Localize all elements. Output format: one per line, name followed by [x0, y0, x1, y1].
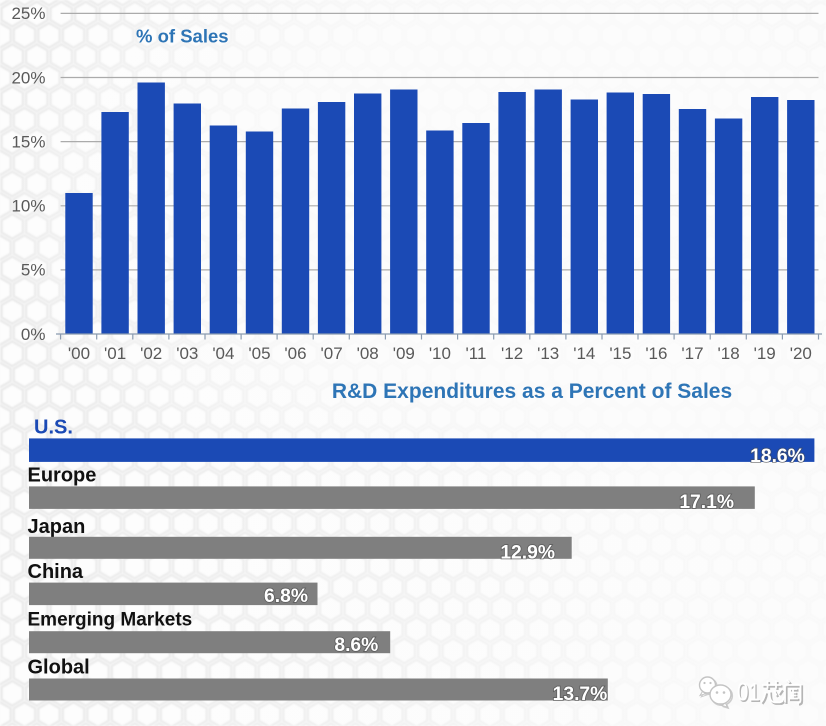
svg-text:U.S.: U.S. [34, 416, 73, 438]
svg-text:18.6%: 18.6% [750, 446, 805, 467]
svg-text:'10: '10 [429, 344, 451, 363]
svg-text:'20: '20 [790, 344, 812, 363]
svg-text:15%: 15% [11, 132, 45, 151]
svg-text:Japan: Japan [28, 516, 86, 538]
svg-text:0%: 0% [21, 325, 46, 344]
svg-text:13.7%: 13.7% [553, 684, 608, 705]
svg-text:'01: '01 [104, 344, 126, 363]
svg-text:8.6%: 8.6% [334, 635, 378, 656]
svg-text:'17: '17 [681, 344, 703, 363]
svg-text:'12: '12 [501, 344, 523, 363]
svg-text:'05: '05 [248, 344, 270, 363]
svg-text:12.9%: 12.9% [500, 543, 555, 564]
svg-text:Global: Global [28, 657, 90, 679]
svg-text:Emerging Markets: Emerging Markets [28, 610, 193, 631]
svg-text:5%: 5% [21, 261, 46, 280]
svg-text:01: 01 [738, 679, 761, 707]
svg-text:'19: '19 [754, 344, 776, 363]
svg-text:'03: '03 [176, 344, 198, 363]
svg-text:R&D Expenditures as a Percent: R&D Expenditures as a Percent of Sales [332, 380, 732, 403]
svg-text:20%: 20% [11, 68, 45, 87]
svg-text:17.1%: 17.1% [679, 492, 734, 513]
svg-text:'14: '14 [573, 344, 595, 363]
svg-text:6.8%: 6.8% [264, 586, 308, 607]
svg-text:'00: '00 [68, 344, 90, 363]
svg-text:China: China [28, 561, 84, 583]
svg-text:25%: 25% [11, 4, 45, 23]
svg-text:10%: 10% [11, 197, 45, 216]
svg-text:'07: '07 [321, 344, 343, 363]
svg-text:01: 01 [737, 678, 760, 706]
svg-text:'18: '18 [718, 344, 740, 363]
svg-text:Europe: Europe [28, 465, 97, 487]
svg-text:'15: '15 [609, 344, 631, 363]
svg-text:'06: '06 [284, 344, 306, 363]
svg-text:'02: '02 [140, 344, 162, 363]
svg-text:'13: '13 [537, 344, 559, 363]
svg-text:% of Sales: % of Sales [136, 26, 229, 47]
svg-text:'08: '08 [357, 344, 379, 363]
svg-text:'04: '04 [212, 344, 234, 363]
svg-text:'16: '16 [645, 344, 667, 363]
svg-text:'11: '11 [466, 344, 487, 363]
svg-text:'09: '09 [393, 344, 415, 363]
